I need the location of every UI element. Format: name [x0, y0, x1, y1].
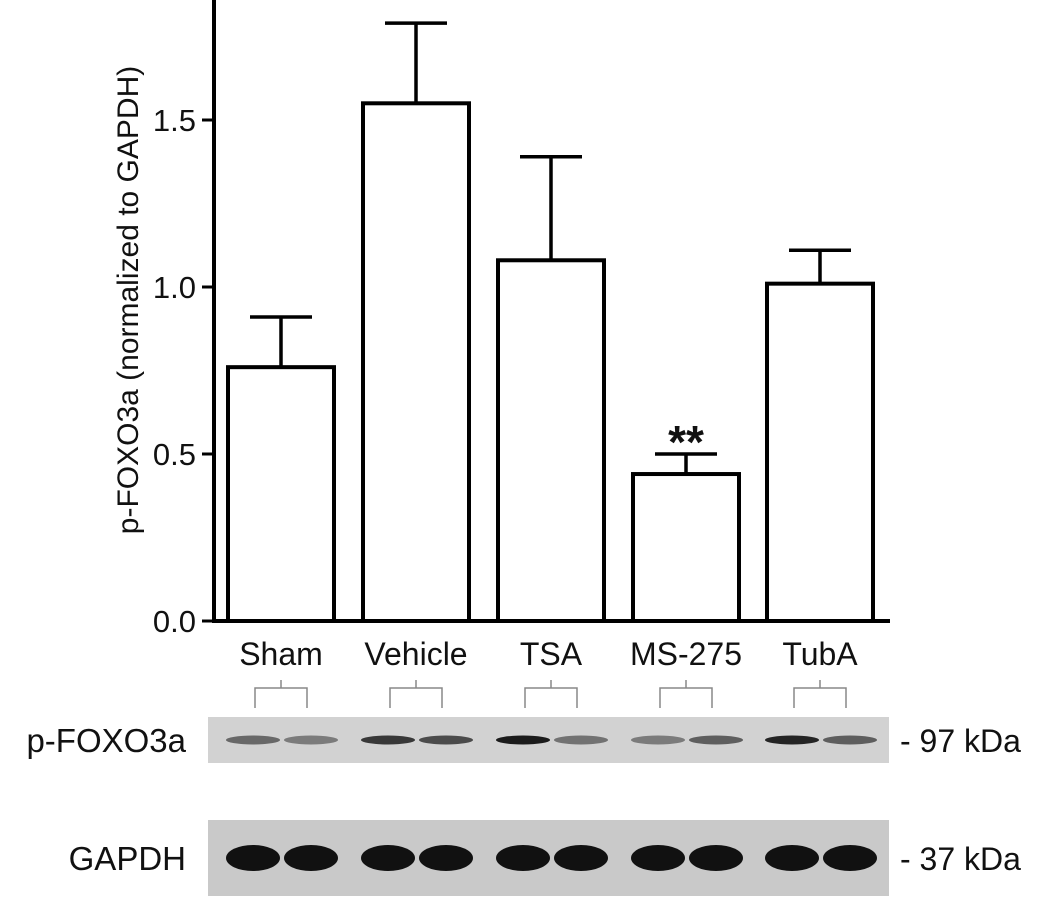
bar	[496, 258, 606, 623]
bar	[361, 101, 471, 624]
blot-band	[226, 845, 280, 871]
blot-band	[496, 735, 550, 745]
blot-label: p-FOXO3a	[26, 722, 186, 759]
blot-band	[689, 735, 743, 745]
bar	[631, 472, 741, 624]
category-label: MS-275	[630, 636, 742, 672]
blot-band	[419, 845, 473, 871]
blot-band	[631, 735, 685, 745]
blot-p-foxo3a: p-FOXO3a - 97 kDa	[26, 717, 1021, 763]
lane-bracket	[254, 680, 308, 708]
blot-gapdh: GAPDH - 37 kDa	[69, 820, 1021, 896]
blot-band	[284, 735, 338, 745]
significance-marker: **	[668, 416, 704, 468]
category-label: Sham	[239, 636, 323, 672]
blot-band	[765, 735, 819, 745]
blot-band	[496, 845, 550, 871]
category-label: Vehicle	[364, 636, 467, 672]
bar-chart: 0.0 0.5 1.0 1.5 Sham Vehicle TSA MS-275 TubA **	[153, 0, 890, 708]
y-tick-label: 1.5	[153, 103, 196, 138]
category-label: TubA	[782, 636, 858, 672]
y-axis-label: p-FOXO3a (normalized to GAPDH)	[112, 66, 145, 534]
lane-bracket	[389, 680, 443, 708]
blot-size-label: - 97 kDa	[900, 723, 1021, 759]
bar	[765, 281, 875, 623]
bar	[226, 365, 336, 623]
blot-band	[361, 845, 415, 871]
blot-band	[554, 845, 608, 871]
blot-band	[361, 735, 415, 745]
y-tick-label: 0.0	[153, 604, 196, 639]
blot-band	[765, 845, 819, 871]
blot-band	[419, 735, 473, 745]
blot-band	[631, 845, 685, 871]
blot-size-label: - 37 kDa	[900, 841, 1021, 877]
blot-band	[689, 845, 743, 871]
lane-bracket	[793, 680, 847, 708]
category-label: TSA	[520, 636, 583, 672]
blot-band	[823, 735, 877, 745]
blot-band	[284, 845, 338, 871]
y-tick-label: 0.5	[153, 437, 196, 472]
blot-label: GAPDH	[69, 840, 186, 877]
lane-bracket	[659, 680, 713, 708]
western-blots: p-FOXO3a - 97 kDa GAPDH - 37 kDa	[26, 717, 1021, 896]
lane-bracket	[524, 680, 578, 708]
blot-band	[554, 735, 608, 745]
blot-band	[226, 735, 280, 745]
blot-band	[823, 845, 877, 871]
y-tick-label: 1.0	[153, 270, 196, 305]
